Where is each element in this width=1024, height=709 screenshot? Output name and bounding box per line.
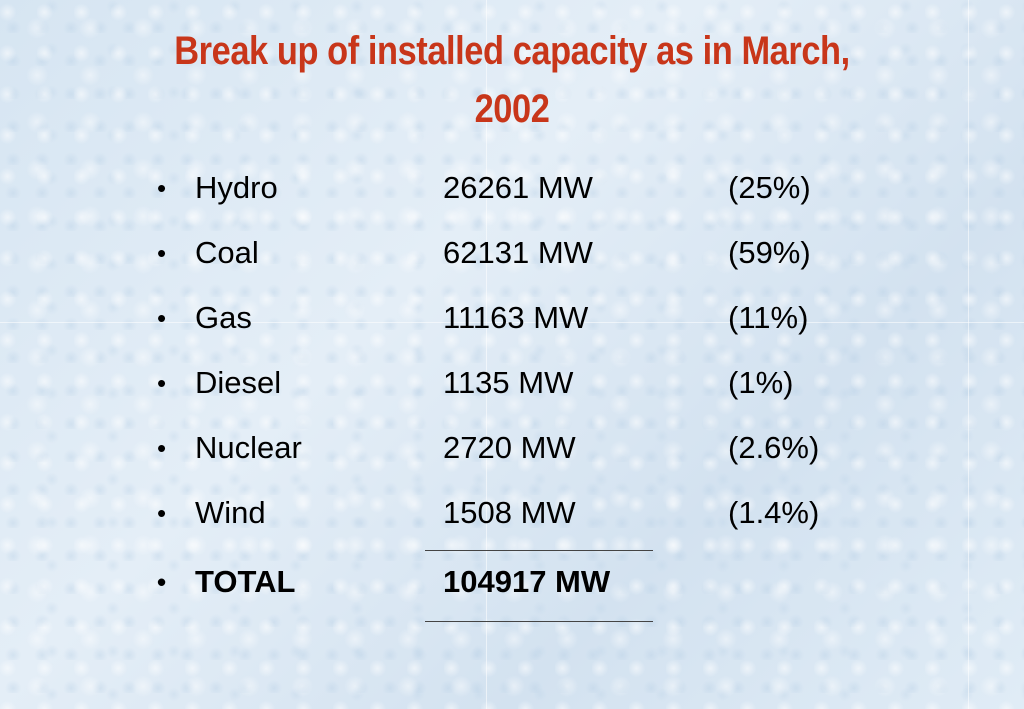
list-item: • Nuclear 2720 MW (2.6%) [0, 420, 1024, 476]
list-item: • Hydro 26261 MW (25%) [0, 160, 1024, 216]
share-percent: (59%) [728, 235, 811, 270]
tile-seam [486, 0, 487, 709]
source-name: Coal [195, 235, 259, 270]
bullet-glyph: • [157, 238, 167, 268]
source-name: Nuclear [195, 430, 302, 465]
bullet-glyph: • [157, 368, 167, 398]
share-percent: (11%) [728, 300, 809, 335]
source-name: Hydro [195, 170, 278, 205]
total-capacity: 104917 MW [443, 564, 611, 599]
source-name: Gas [195, 300, 252, 335]
share-percent: (25%) [728, 170, 811, 205]
capacity-value: 2720 MW [443, 430, 576, 465]
list-item: • Diesel 1135 MW (1%) [0, 355, 1024, 411]
bullet-glyph: • [157, 498, 167, 528]
share-percent: (2.6%) [728, 430, 820, 465]
slide-title: Break up of installed capacity as in Mar… [72, 22, 953, 138]
capacity-value: 11163 MW [443, 300, 589, 335]
capacity-value: 26261 MW [443, 170, 593, 205]
bullet-glyph: • [157, 567, 167, 597]
list-item: • Wind 1508 MW (1.4%) [0, 485, 1024, 541]
bullet-glyph: • [157, 433, 167, 463]
source-name: Diesel [195, 365, 282, 400]
list-item: • Gas 11163 MW (11%) [0, 290, 1024, 346]
tile-seam [0, 322, 1024, 323]
capacity-value: 62131 MW [443, 235, 593, 270]
slide-title-line-1: Break up of installed capacity as in Mar… [174, 29, 850, 73]
capacity-value: 1508 MW [443, 495, 576, 530]
source-name: Wind [195, 495, 266, 530]
list-item: • Coal 62131 MW (59%) [0, 225, 1024, 281]
total-row: • TOTAL 104917 MW [0, 554, 1024, 610]
total-label: TOTAL [195, 564, 296, 599]
bullet-glyph: • [157, 303, 167, 333]
slide-title-line-2: 2002 [474, 87, 550, 131]
share-percent: (1%) [728, 365, 794, 400]
total-rule-bottom [425, 621, 653, 622]
bullet-glyph: • [157, 173, 167, 203]
tile-seam [968, 0, 969, 709]
share-percent: (1.4%) [728, 495, 820, 530]
total-rule-top [425, 550, 653, 551]
capacity-value: 1135 MW [443, 365, 574, 400]
